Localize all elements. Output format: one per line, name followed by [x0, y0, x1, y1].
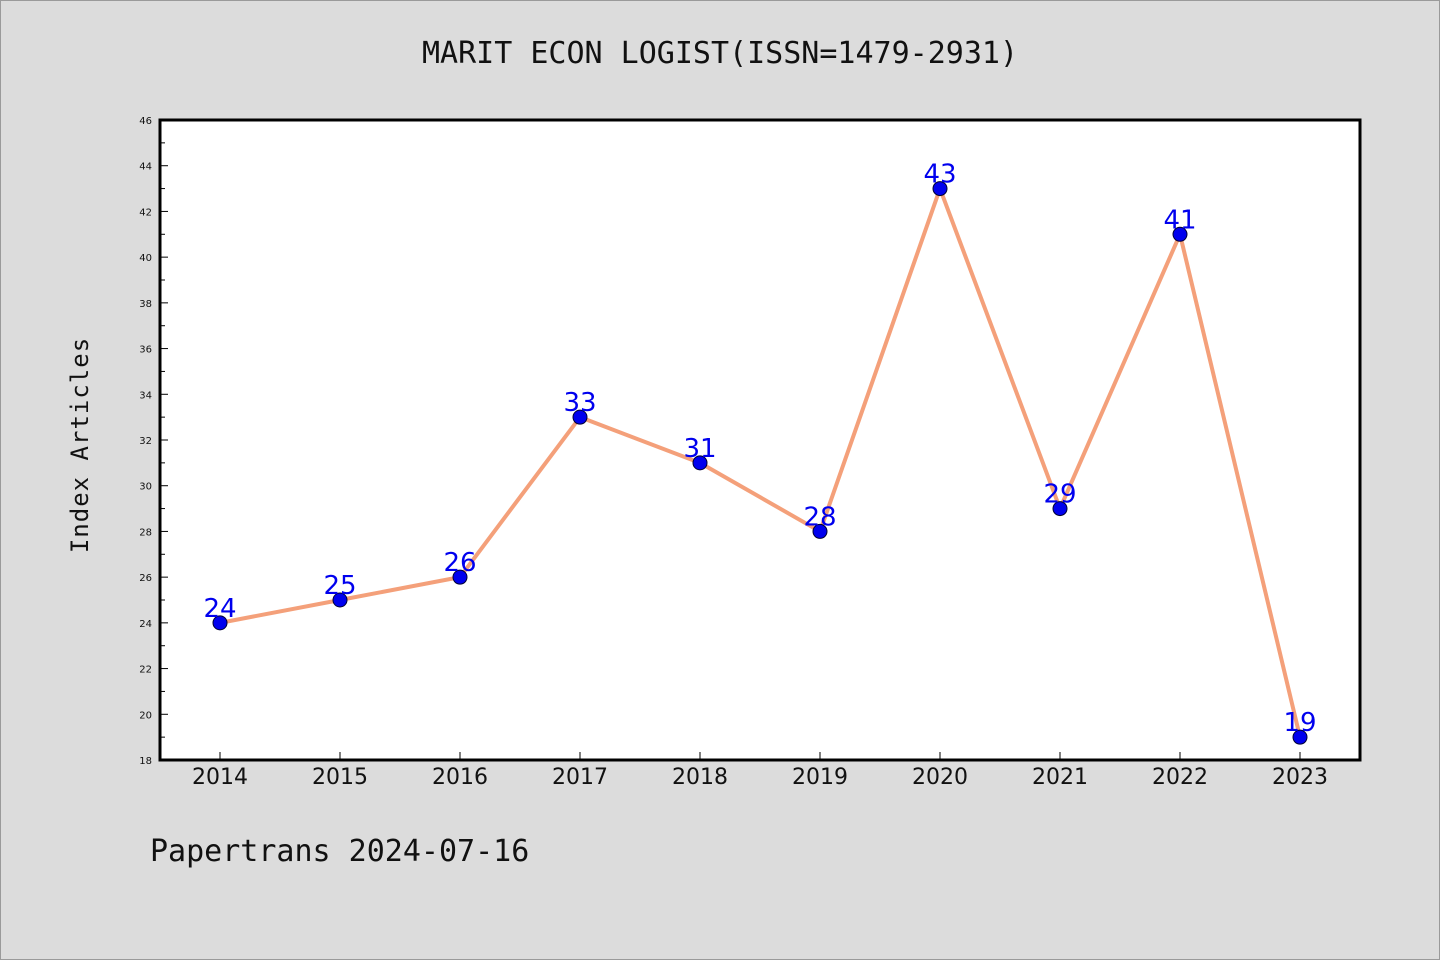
x-tick-label: 2018: [672, 765, 728, 790]
y-tick-label: 34: [139, 390, 152, 401]
data-point: [332, 592, 348, 608]
y-tick-label: 38: [139, 299, 152, 310]
data-point: [212, 615, 228, 631]
data-label: 31: [683, 434, 716, 464]
footer-credit: Papertrans 2024-07-16: [150, 834, 530, 869]
y-tick-label: 18: [139, 756, 152, 767]
x-tick-label: 2014: [192, 765, 248, 790]
chart-title: MARIT ECON LOGIST(ISSN=1479-2931): [421, 36, 1019, 71]
data-label: 24: [203, 594, 236, 624]
x-tick-label: 2019: [792, 765, 848, 790]
y-tick-label: 36: [139, 345, 152, 356]
data-point: [452, 569, 468, 585]
x-tick-label: 2021: [1032, 765, 1088, 790]
data-label: 25: [323, 571, 356, 601]
data-label: 43: [923, 160, 956, 190]
plot-area: [158, 118, 1362, 762]
y-tick-label: 44: [139, 162, 152, 173]
series-layer: 24 25 26 33 31 28 43 29 41 19: [203, 160, 1317, 745]
x-tick-label: 2015: [312, 765, 368, 790]
data-label: 29: [1043, 480, 1076, 510]
y-tick-label: 22: [139, 665, 152, 676]
data-point: [572, 409, 588, 425]
y-tick-label: 32: [139, 436, 152, 447]
x-axis: 2014 2015 2016 2017 2018 2019 2020 2021 2022 2023: [192, 752, 1328, 790]
x-tick-label: 2017: [552, 765, 608, 790]
x-tick-label: 2023: [1272, 765, 1328, 790]
data-label: 28: [803, 502, 836, 532]
data-point: [812, 523, 828, 539]
y-tick-label: 20: [139, 710, 152, 721]
y-tick-label: 42: [139, 207, 152, 218]
x-tick-label: 2020: [912, 765, 968, 790]
data-point: [1292, 729, 1308, 745]
y-tick-label: 26: [139, 573, 152, 584]
data-point: [1172, 226, 1188, 242]
y-axis: 18 20 22 24 26 28 30 32 34 36 38 40 42 44 46: [139, 116, 168, 767]
data-label: 26: [443, 548, 476, 578]
y-tick-label: 30: [139, 482, 152, 493]
data-label: 41: [1163, 205, 1196, 235]
series-line: [219, 186, 1302, 738]
x-tick-label: 2022: [1152, 765, 1208, 790]
data-label: 33: [563, 388, 596, 418]
data-point: [932, 181, 948, 197]
y-tick-label: 40: [139, 253, 152, 264]
y-tick-label: 24: [139, 619, 152, 630]
data-point: [692, 455, 708, 471]
x-tick-label: 2016: [432, 765, 488, 790]
data-point: [1052, 501, 1068, 517]
y-tick-label: 28: [139, 527, 152, 538]
y-tick-label: 46: [139, 116, 152, 127]
data-label: 19: [1283, 708, 1316, 738]
